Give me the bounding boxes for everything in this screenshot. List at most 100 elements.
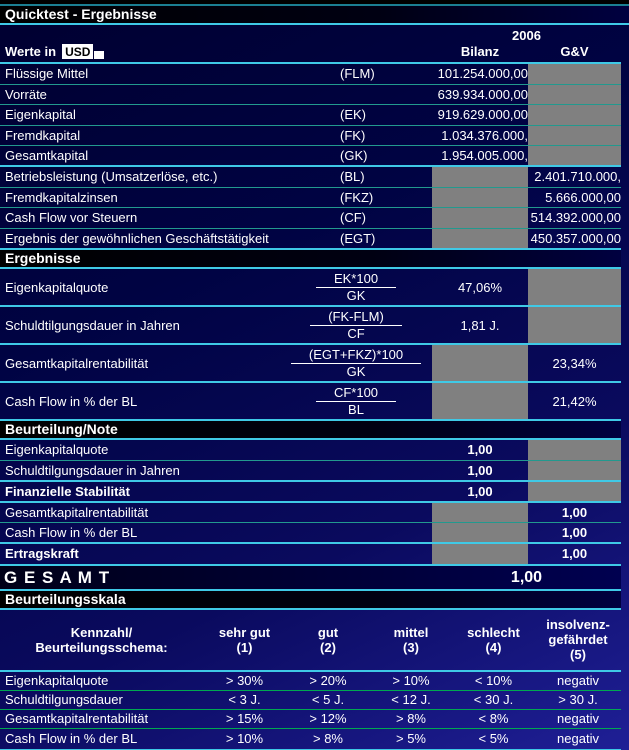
scale-row: Cash Flow in % der BL > 10% > 8% > 5% < … <box>0 729 621 750</box>
spacer <box>340 523 432 542</box>
currency-input[interactable]: USD <box>62 44 94 59</box>
scale-header-line: (5) <box>570 647 586 662</box>
note-gv-value: 1,00 <box>561 546 588 561</box>
formula-denominator: GK <box>346 287 366 303</box>
scale-header-line: mittel <box>393 624 429 640</box>
row-code: (CF) <box>340 210 366 225</box>
scale-header-line: insolvenz- <box>546 617 610 632</box>
formula-fraction: EK*100 GK <box>280 269 432 305</box>
gv-cell-gray <box>528 146 621 165</box>
scale-cell: > 12% <box>309 710 347 726</box>
gesamt-label: G E S A M T <box>4 567 111 587</box>
scale-cell: > 8% <box>313 730 343 746</box>
scale-header-line: Beurteilungsschema: <box>35 639 168 655</box>
row-code <box>340 85 432 105</box>
ratio-label: Eigenkapitalquote <box>5 279 109 295</box>
column-header-area: 2006 Werte in USD Bilanz G&V <box>0 25 621 64</box>
scale-cell: < 30 J. <box>473 691 514 707</box>
gv-cell-gray <box>528 84 621 104</box>
bilanz-cell-gray <box>432 208 528 228</box>
spacer <box>340 482 432 501</box>
ratio-gv-cell-gray <box>528 269 621 305</box>
row-label: Fremdkapitalzinsen <box>5 189 118 205</box>
column-header-bilanz: Bilanz <box>460 44 500 59</box>
scale-row-label: Gesamtkapitalrentabilität <box>5 710 149 726</box>
row-code: (FK) <box>340 127 366 143</box>
row-label: Cash Flow vor Steuern <box>5 210 138 225</box>
note-bilanz-cell-gray <box>432 523 528 542</box>
scale-cell: < 8% <box>478 710 509 726</box>
formula-numerator: (FK-FLM) <box>310 309 402 326</box>
note-label: Cash Flow in % der BL <box>5 525 138 540</box>
scale-table: Kennzahl/ Beurteilungsschema: sehr gut (… <box>0 610 621 750</box>
row-label: Gesamtkapital <box>5 148 89 163</box>
scale-header-line: gut <box>317 624 339 640</box>
spacer <box>340 503 432 523</box>
title-bar: Quicktest - Ergebnisse <box>0 6 629 25</box>
note-bilanz-value: 1,00 <box>467 462 493 478</box>
gesamt-row: G E S A M T 1,00 <box>0 563 621 591</box>
section-title: Ergebnisse <box>5 250 81 266</box>
scale-header-kennzahl: Kennzahl/ Beurteilungsschema: <box>0 610 203 670</box>
bilanz-cell: 639.934.000,00 <box>437 86 528 102</box>
gv-cell-gray <box>528 105 621 125</box>
note-gv-value: 1,00 <box>561 525 588 540</box>
note-label: Ertragskraft <box>5 546 79 561</box>
formula-numerator: CF*100 <box>315 385 397 402</box>
formula-fraction: CF*100 BL <box>280 383 432 419</box>
table-row: Gesamtkapital (GK) 1.954.005.000, <box>0 146 621 167</box>
ratio-gv-value: 21,42% <box>552 393 597 409</box>
note-label: Gesamtkapitalrentabilität <box>5 504 149 520</box>
gesamt-value: 1,00 <box>510 568 543 586</box>
scale-cell: negativ <box>557 730 599 746</box>
scale-cell: > 20% <box>309 672 347 688</box>
top-teal-line <box>0 4 629 6</box>
scale-cell: negativ <box>557 710 599 726</box>
gv-cell: 514.392.000,00 <box>530 210 621 225</box>
ratio-row: Cash Flow in % der BL CF*100 BL 21,42% <box>0 383 621 419</box>
ratio-label: Schuldtilgungsdauer in Jahren <box>5 317 180 333</box>
formula-fraction: (FK-FLM) CF <box>280 307 432 343</box>
note-gv-cell-gray <box>528 460 621 480</box>
table-row: Ergebnis der gewöhnlichen Geschäftstätig… <box>0 228 621 248</box>
scale-cell: negativ <box>557 672 599 688</box>
ratio-bilanz-cell-gray <box>432 345 528 381</box>
note-row: Cash Flow in % der BL 1,00 <box>0 523 621 544</box>
formula-denominator: GK <box>346 363 366 379</box>
note-label: Finanzielle Stabilität <box>5 483 130 499</box>
bilanz-cell: 101.254.000,00 <box>437 66 528 81</box>
scale-cell: < 5% <box>478 730 509 746</box>
table-row: Cash Flow vor Steuern (CF) 514.392.000,0… <box>0 208 621 229</box>
scale-row-label: Cash Flow in % der BL <box>5 730 138 746</box>
formula-denominator: BL <box>348 401 364 417</box>
scale-header-line: schlecht <box>467 624 520 640</box>
table-row: Betriebsleistung (Umsatzerlöse, etc.) (B… <box>0 167 621 188</box>
gv-cell: 450.357.000,00 <box>530 230 621 246</box>
scale-header-line: (3) <box>403 639 419 655</box>
row-code: (EGT) <box>340 230 376 246</box>
note-bilanz-value: 1,00 <box>467 442 493 457</box>
row-code: (EK) <box>340 107 366 122</box>
note-bilanz-cell-gray <box>432 502 528 522</box>
formula-numerator: (EGT+FKZ)*100 <box>290 347 422 364</box>
notes-table: Eigenkapitalquote 1,00 Schuldtilgungsdau… <box>0 440 621 564</box>
scale-cell: > 15% <box>225 710 264 726</box>
table-row: Fremdkapitalzinsen (FKZ) 5.666.000,00 <box>0 187 621 208</box>
column-header-gv: G&V <box>560 44 589 59</box>
ratios-table: Eigenkapitalquote EK*100 GK 47,06% Schul… <box>0 269 621 419</box>
row-label: Fremdkapital <box>5 127 81 143</box>
row-code: (FKZ) <box>340 189 374 205</box>
scale-header-line: (2) <box>320 639 336 655</box>
row-label: Vorräte <box>5 86 47 102</box>
scale-cell: > 30% <box>225 672 264 688</box>
ratio-label: Gesamtkapitalrentabilität <box>5 355 149 371</box>
bilanz-cell-gray <box>432 228 528 248</box>
note-bilanz-value: 1,00 <box>467 483 493 499</box>
ratio-bilanz-value: 1,81 J. <box>460 317 500 333</box>
note-gv-cell-gray <box>528 481 621 501</box>
ratio-gv-value: 23,34% <box>552 355 597 371</box>
note-label: Schuldtilgungsdauer in Jahren <box>5 462 180 478</box>
table-row: Flüssige Mittel (FLM) 101.254.000,00 <box>0 64 621 85</box>
scale-header-line: gefährdet <box>548 632 608 647</box>
